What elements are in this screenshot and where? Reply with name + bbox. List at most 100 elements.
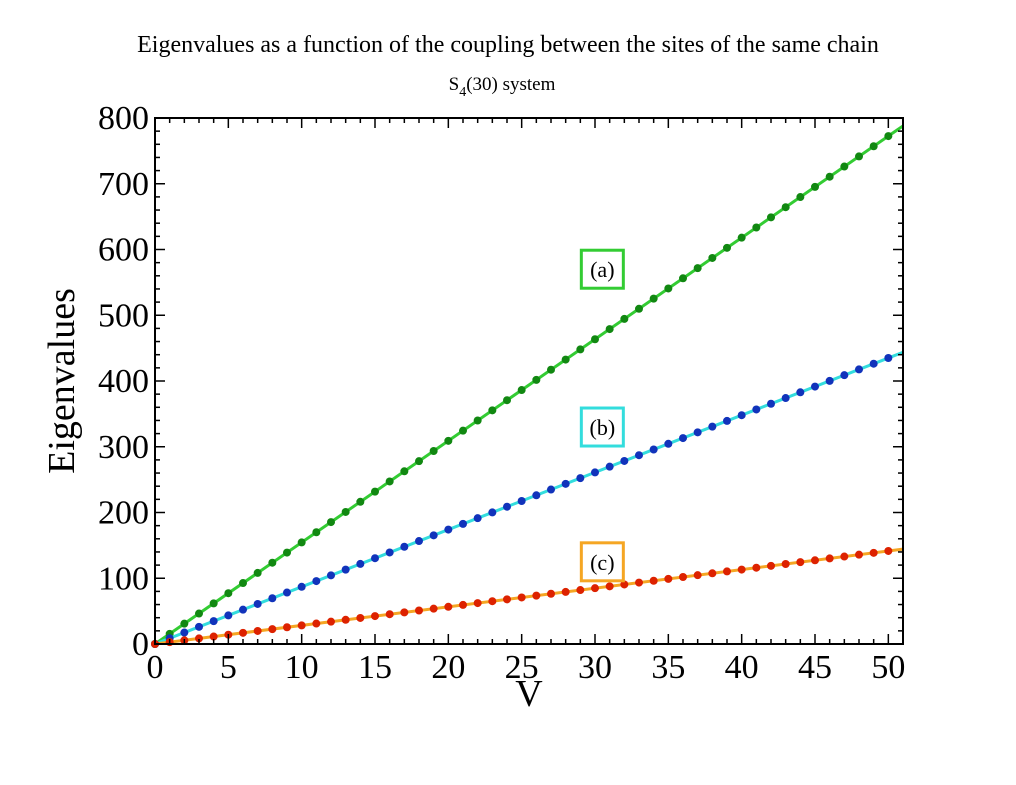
series-point (547, 589, 555, 598)
series-point (283, 588, 291, 597)
series-point (825, 376, 834, 385)
x-tick-label: 10 (285, 649, 319, 686)
series-annotations: (a) (b) (c) (579, 248, 625, 583)
series-point (444, 436, 453, 445)
series-point (209, 599, 218, 608)
chart-subtitle: S4(30) system (449, 74, 556, 100)
series-label: (a) (590, 257, 614, 282)
series-point (488, 597, 497, 606)
series-point (532, 591, 541, 600)
series-point (503, 396, 511, 405)
series-point (400, 542, 409, 551)
series-line (154, 547, 904, 646)
series-point (825, 172, 834, 181)
y-tick-label: 500 (98, 297, 149, 334)
series-point (869, 359, 878, 368)
series-point (649, 576, 658, 585)
series-point (796, 388, 805, 397)
series-point (239, 628, 247, 637)
series-point (605, 462, 614, 471)
series-point (664, 574, 673, 583)
y-tick-label: 300 (98, 429, 149, 466)
series-point (767, 561, 775, 570)
series-point (737, 411, 746, 420)
series-point (708, 422, 717, 431)
series-point (356, 497, 365, 506)
series-label-box (579, 541, 625, 583)
series-point (708, 569, 717, 578)
series-point (693, 428, 702, 437)
series-point (767, 213, 775, 222)
series-point (312, 619, 321, 628)
series-point (737, 565, 746, 574)
series-point (356, 559, 365, 568)
plot-area (151, 124, 904, 648)
series-point (297, 621, 306, 630)
series-point (781, 394, 790, 403)
series-point (840, 552, 849, 561)
series-point (341, 565, 350, 574)
series-point (371, 612, 379, 621)
series-point (517, 496, 526, 505)
series-point (459, 519, 467, 528)
series-point (429, 604, 438, 613)
series-point (312, 577, 321, 586)
series-point (664, 284, 673, 293)
series-point (547, 485, 555, 494)
series-point (488, 406, 497, 415)
series-point (239, 579, 247, 588)
series-point (341, 615, 350, 624)
series-point (517, 593, 526, 602)
series-point (664, 439, 673, 448)
series-point (752, 563, 761, 572)
y-tick-label: 800 (98, 100, 149, 137)
x-tick-label: 0 (147, 649, 164, 686)
series-point (327, 617, 335, 626)
series-point (781, 203, 790, 212)
series-point (796, 558, 805, 567)
series-point (708, 253, 717, 262)
axis-ticks: 0 5 10 15 20 25 30 35 40 45 5001002003004005006007… (98, 100, 905, 686)
series-point (591, 468, 599, 477)
series-point (811, 382, 819, 391)
y-axis-title: Eigenvalues (41, 288, 83, 474)
series-point (884, 353, 893, 362)
y-tick-label: 0 (132, 626, 149, 663)
series-point (781, 559, 790, 568)
x-tick-label: 50 (871, 649, 905, 686)
series-point (327, 571, 335, 580)
series-point (473, 514, 482, 523)
x-tick-label: 15 (358, 649, 392, 686)
series-point (356, 613, 365, 622)
x-tick-label: 30 (578, 649, 612, 686)
x-tick-label: 35 (651, 649, 685, 686)
series-point (635, 578, 643, 587)
series-point (415, 606, 423, 615)
series-point (195, 622, 203, 631)
series-point (268, 558, 277, 567)
series-point (679, 274, 687, 283)
series-label-box (579, 406, 625, 448)
series-point (752, 223, 761, 232)
series-point (693, 264, 702, 273)
series-point (532, 491, 541, 500)
series-point (268, 594, 277, 603)
series-point (503, 502, 511, 511)
series-point (811, 556, 819, 565)
series-point (693, 571, 702, 580)
series-point (840, 162, 849, 171)
series-point (561, 479, 570, 488)
series-point (444, 525, 453, 534)
series-point (517, 386, 526, 395)
series-point (473, 416, 482, 425)
series-point (488, 508, 497, 517)
series-point (869, 142, 878, 151)
series-point (415, 457, 423, 466)
series-point (385, 477, 394, 486)
y-tick-label: 400 (98, 363, 149, 400)
series-point (473, 599, 482, 608)
series-point (767, 399, 775, 408)
series-point (840, 371, 849, 380)
y-tick-label: 700 (98, 166, 149, 203)
